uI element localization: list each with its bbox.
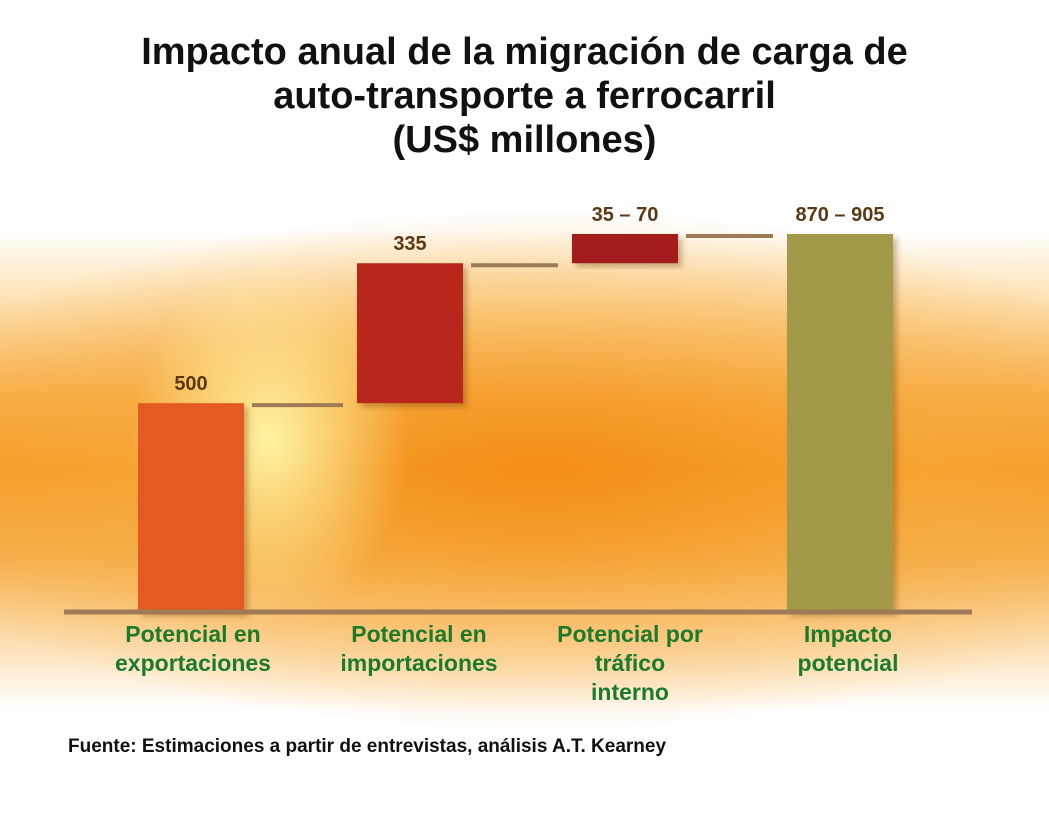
source-note: Fuente: Estimaciones a partir de entrevi… [68,736,667,757]
category-label-importaciones: Potencial en importaciones [340,621,498,676]
chart-title: Impacto anual de la migración de carga d… [0,30,1049,162]
value-label-potencial-en-exportaciones: 500 [174,373,207,395]
title-line-3: (US$ millones) [392,119,657,161]
bar-potencial-por-trafico-interno [572,234,678,264]
category-label-trafico-interno: Potencial por tráfico interno [557,621,703,705]
category-label-exportaciones: Potencial en exportaciones [115,621,271,676]
value-label-potencial-en-importaciones: 335 [393,233,426,255]
bar-potencial-en-importaciones [357,263,463,404]
value-label-impacto-potencial: 870 – 905 [796,204,885,226]
category-label-impacto-potencial: Impacto potencial [797,621,899,676]
title-line-2: auto-transporte a ferrocarril [273,75,776,117]
value-label-potencial-por-trafico-interno: 35 – 70 [592,204,659,226]
title-line-1: Impacto anual de la migración de carga d… [141,31,908,73]
bar-impacto-potencial [787,234,893,612]
bar-potencial-en-exportaciones [138,403,244,612]
